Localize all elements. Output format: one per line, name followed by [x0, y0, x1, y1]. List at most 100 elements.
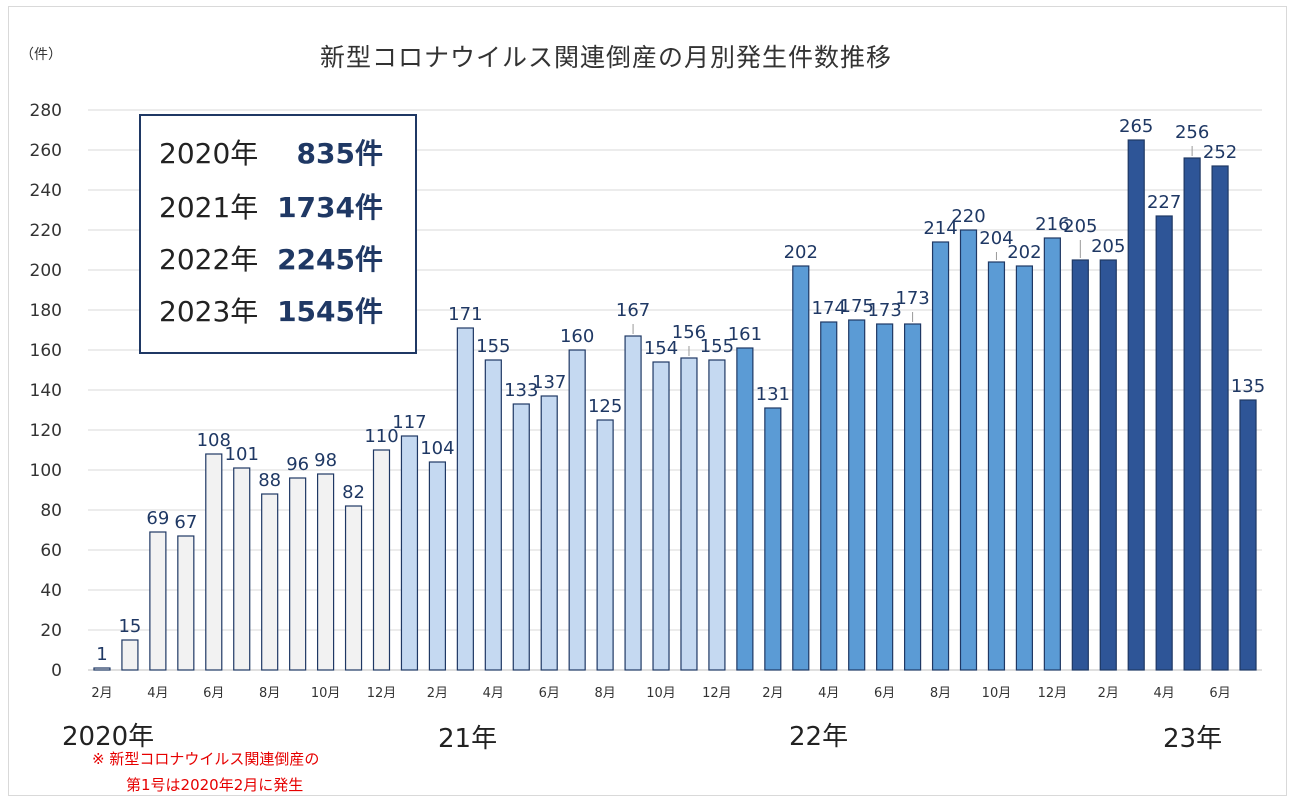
summary-count: 835件: [296, 137, 383, 170]
y-axis-unit: （件）: [20, 47, 62, 63]
data-label: 125: [588, 396, 622, 417]
summary-year: 2023年: [159, 295, 259, 328]
data-label: 202: [784, 242, 818, 263]
x-tick-label: 4月: [483, 686, 504, 701]
data-label: 98: [314, 450, 337, 471]
bar: [456, 327, 474, 671]
summary-row-2021: 2021年 1734件: [159, 186, 383, 226]
yearly-summary-box: 2020年 835件 2021年 1734件 2022年 2245件 2023年 154…: [139, 114, 417, 354]
y-tick-label: 120: [30, 421, 62, 441]
y-tick-label: 220: [30, 221, 62, 241]
bar: [903, 323, 922, 671]
y-tick-label: 100: [30, 461, 62, 481]
data-label: 69: [146, 508, 169, 529]
bar: [344, 505, 363, 671]
x-tick-label: 6月: [203, 686, 224, 701]
x-tick-label: 2月: [762, 686, 783, 701]
bar: [624, 335, 642, 671]
bar: [233, 467, 251, 671]
x-tick-label: 12月: [702, 686, 732, 701]
bar: [1015, 265, 1034, 671]
data-label: 104: [420, 438, 454, 459]
data-label: 133: [504, 380, 538, 401]
data-label: 82: [342, 482, 365, 503]
bar: [1127, 139, 1145, 671]
data-label: 101: [225, 444, 259, 465]
bar: [1239, 399, 1257, 671]
bar: [764, 407, 782, 671]
data-label: 67: [174, 512, 197, 533]
data-label: 205: [1091, 236, 1125, 257]
x-tick-label: 10月: [982, 686, 1012, 701]
x-tick-label: 6月: [1209, 686, 1230, 701]
bar: [93, 667, 111, 671]
bar: [736, 347, 754, 671]
summary-row-2023: 2023年 1545件: [159, 290, 383, 330]
summary-row-2020: 2020年 835件: [159, 132, 383, 172]
bar: [400, 435, 419, 671]
bar: [372, 449, 391, 671]
bar: [792, 265, 810, 671]
data-label: 256: [1175, 122, 1209, 143]
data-label: 135: [1231, 376, 1265, 397]
bar: [1155, 215, 1173, 671]
data-label: 156: [672, 322, 706, 343]
data-label: 110: [364, 426, 398, 447]
data-label: 173: [895, 288, 929, 309]
y-tick-label: 160: [30, 341, 62, 361]
x-tick-label: 4月: [818, 686, 839, 701]
bar: [1183, 157, 1201, 671]
x-tick-label: 8月: [930, 686, 951, 701]
bar: [316, 473, 335, 671]
bar: [876, 323, 894, 671]
data-label: 160: [560, 326, 594, 347]
x-tick-label: 2月: [91, 686, 112, 701]
summary-count: 1734件: [277, 191, 383, 224]
bar: [680, 357, 698, 671]
bar: [512, 403, 530, 671]
y-tick-label: 40: [40, 581, 62, 601]
data-label: 175: [840, 296, 874, 317]
y-tick-label: 80: [40, 501, 62, 521]
data-label: 252: [1203, 142, 1237, 163]
x-tick-label: 8月: [259, 686, 280, 701]
summary-count: 1545件: [277, 295, 383, 328]
x-tick-label: 4月: [1154, 686, 1175, 701]
bar: [959, 229, 978, 671]
summary-year: 2020年: [159, 137, 259, 170]
x-tick-label: 2月: [1098, 686, 1119, 701]
year-label-2021: 21年: [438, 724, 498, 754]
bar: [149, 531, 167, 671]
bar: [1071, 259, 1089, 671]
data-label: 174: [812, 298, 846, 319]
bar: [261, 493, 279, 671]
bar: [540, 395, 558, 671]
data-label: 167: [616, 300, 650, 321]
bar: [708, 359, 726, 671]
y-tick-label: 280: [30, 101, 62, 121]
bar: [289, 477, 307, 671]
data-label: 137: [532, 372, 566, 393]
data-label: 171: [448, 304, 482, 325]
footnote-line-2: 第1号は2020年2月に発生: [126, 776, 304, 794]
summary-year: 2021年: [159, 191, 259, 224]
y-tick-label: 140: [30, 381, 62, 401]
data-label: 227: [1147, 192, 1181, 213]
y-tick-label: 260: [30, 141, 62, 161]
year-label-2022: 22年: [789, 722, 849, 752]
data-label: 88: [258, 470, 281, 491]
bar: [428, 461, 447, 671]
bar: [1099, 259, 1117, 671]
data-label: 15: [118, 616, 141, 637]
data-label: 202: [1007, 242, 1041, 263]
bar: [931, 241, 950, 671]
data-label: 131: [756, 384, 790, 405]
data-label: 173: [867, 300, 901, 321]
x-tick-label: 6月: [874, 686, 895, 701]
data-label: 216: [1035, 214, 1069, 235]
x-tick-label: 10月: [646, 686, 676, 701]
chart-title: 新型コロナウイルス関連倒産の月別発生件数推移: [320, 43, 893, 72]
data-label: 108: [197, 430, 231, 451]
bar: [1211, 165, 1229, 671]
